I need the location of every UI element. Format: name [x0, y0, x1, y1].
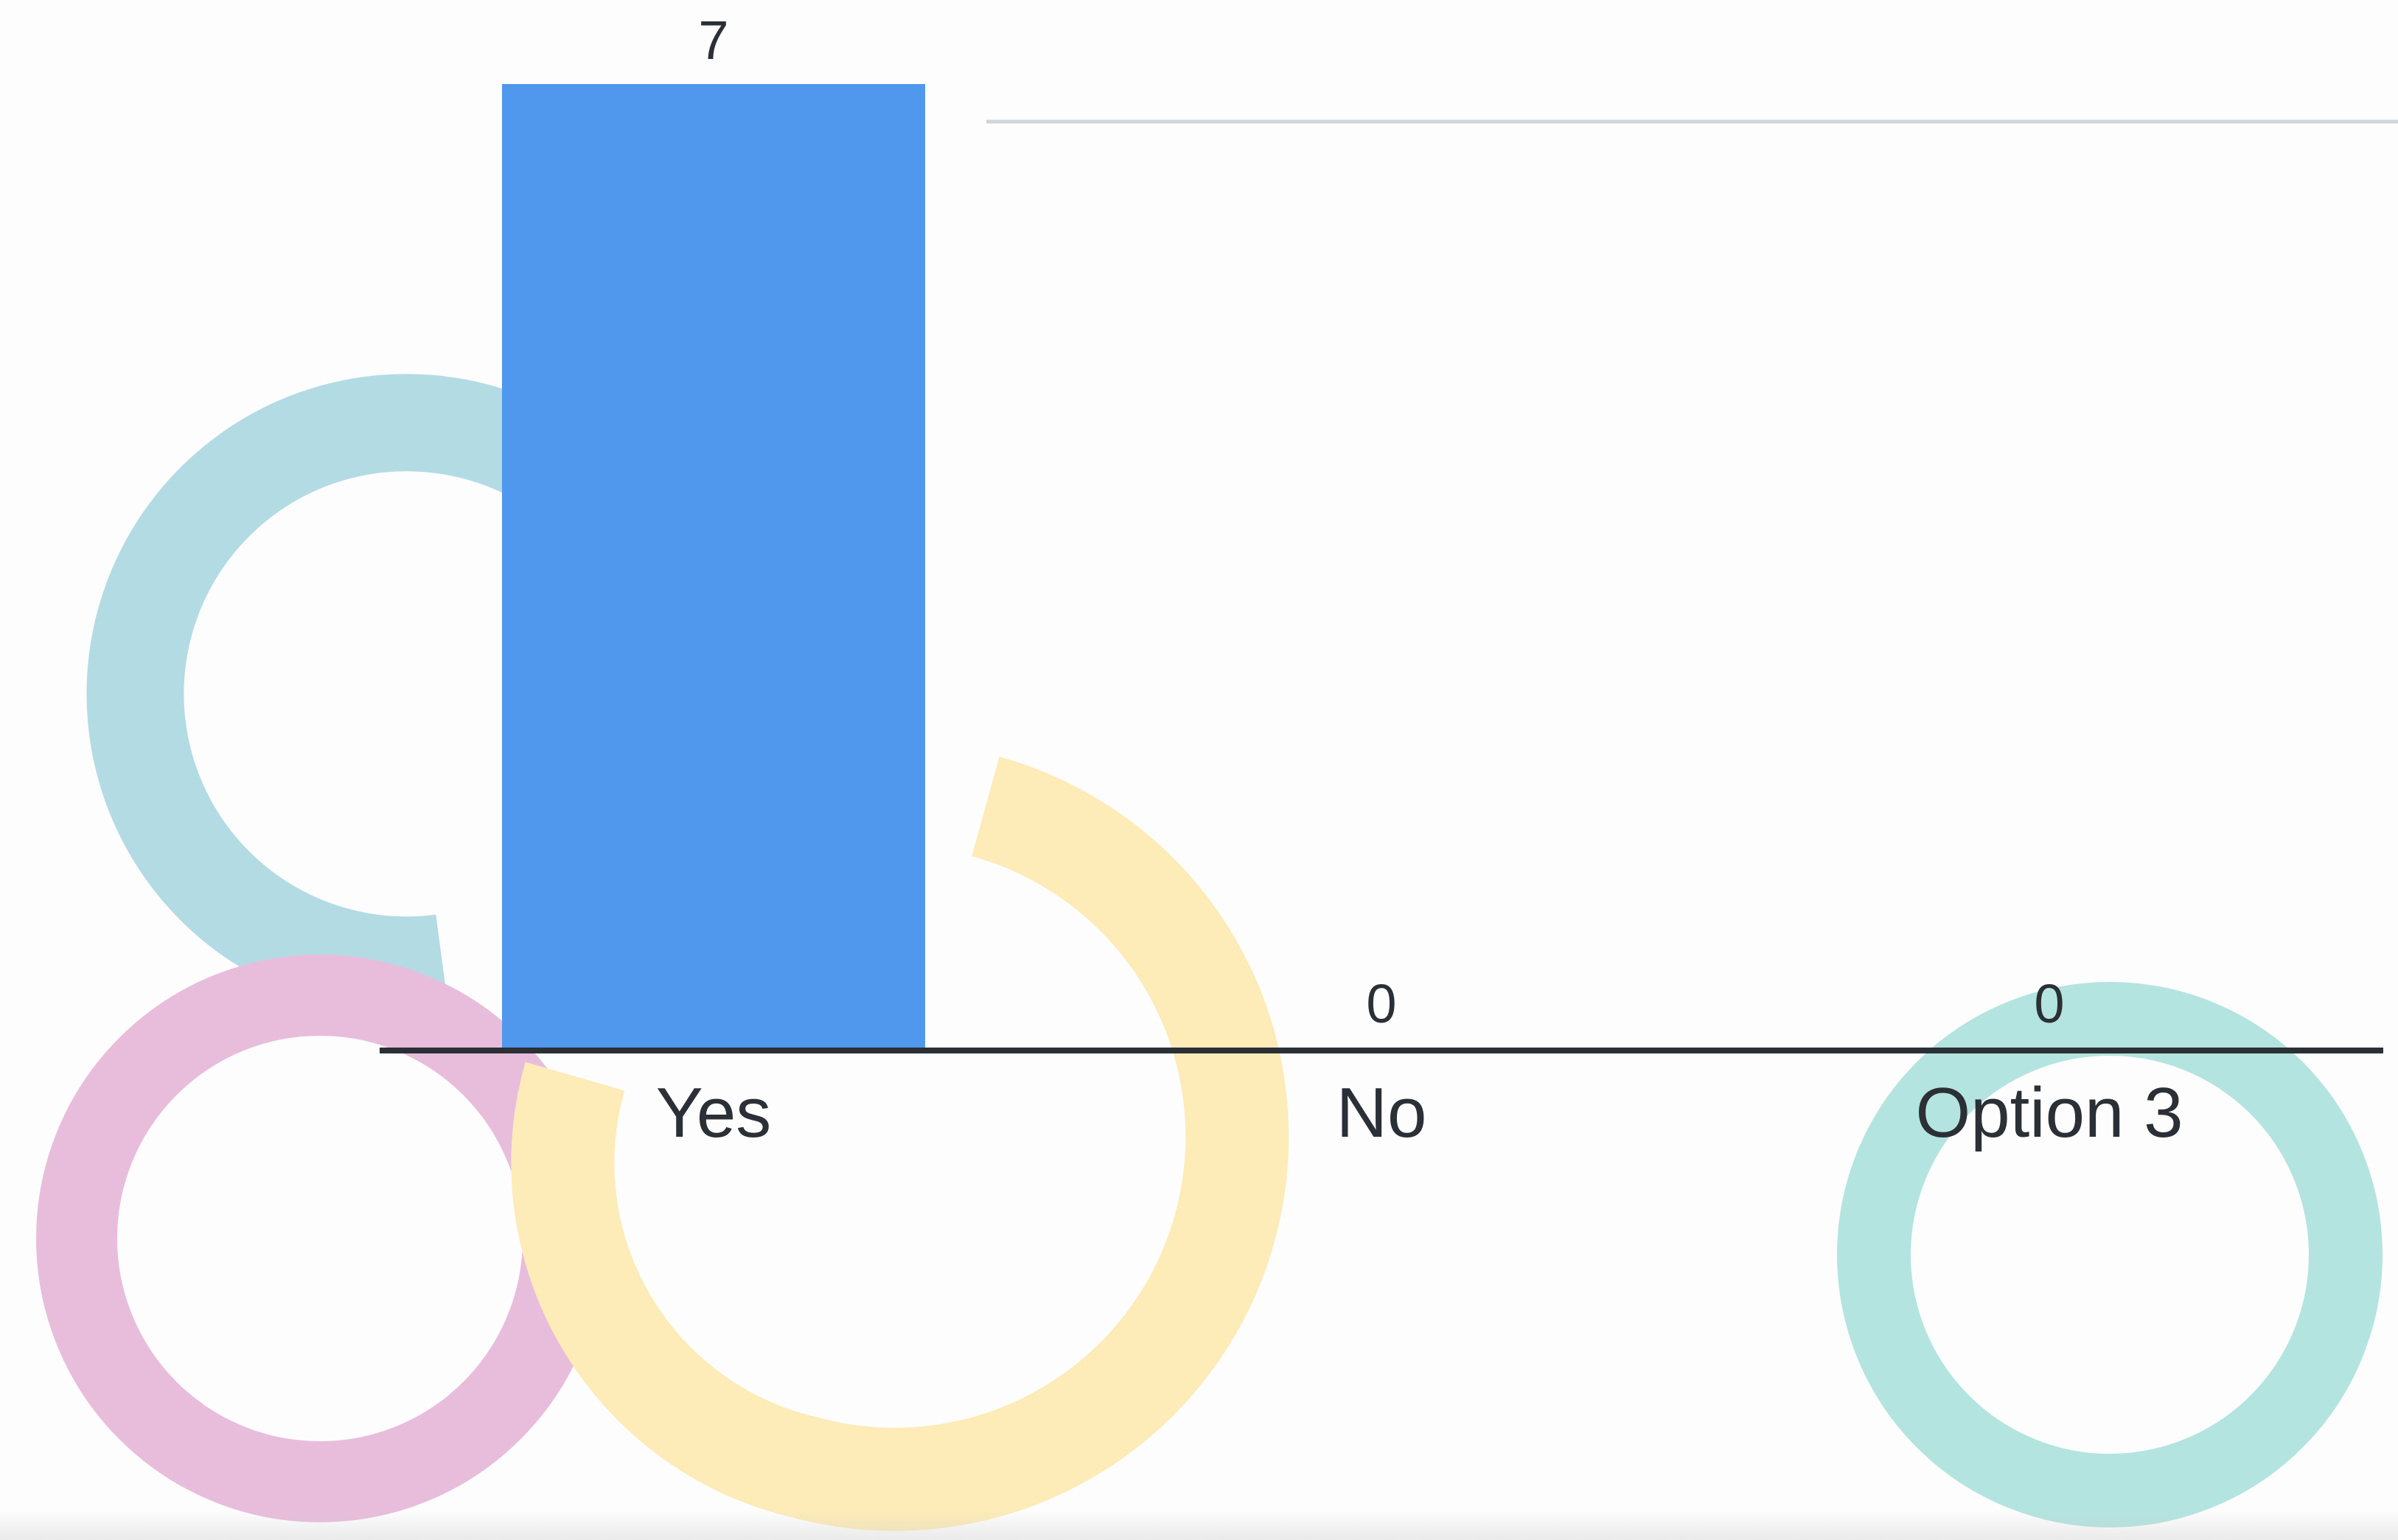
category-label: No [1336, 1073, 1427, 1152]
category-label: Yes [656, 1073, 772, 1152]
bottom-shadow [0, 1511, 2398, 1540]
ring-pink [36, 955, 604, 1522]
value-label: 0 [2034, 973, 2064, 1034]
ring-blue [86, 374, 588, 1014]
bar-group [502, 84, 925, 1048]
value-label: 7 [698, 10, 728, 71]
value-label: 0 [1366, 973, 1396, 1034]
value-label-group: 7 0 0 [698, 10, 2064, 1034]
bar-yes [502, 84, 925, 1048]
category-label-group: Yes No Option 3 [656, 1073, 2183, 1152]
ring-yellow [511, 756, 1289, 1531]
background-decoration [36, 374, 2383, 1531]
ring-teal [1837, 982, 2383, 1527]
category-label: Option 3 [1916, 1073, 2183, 1152]
